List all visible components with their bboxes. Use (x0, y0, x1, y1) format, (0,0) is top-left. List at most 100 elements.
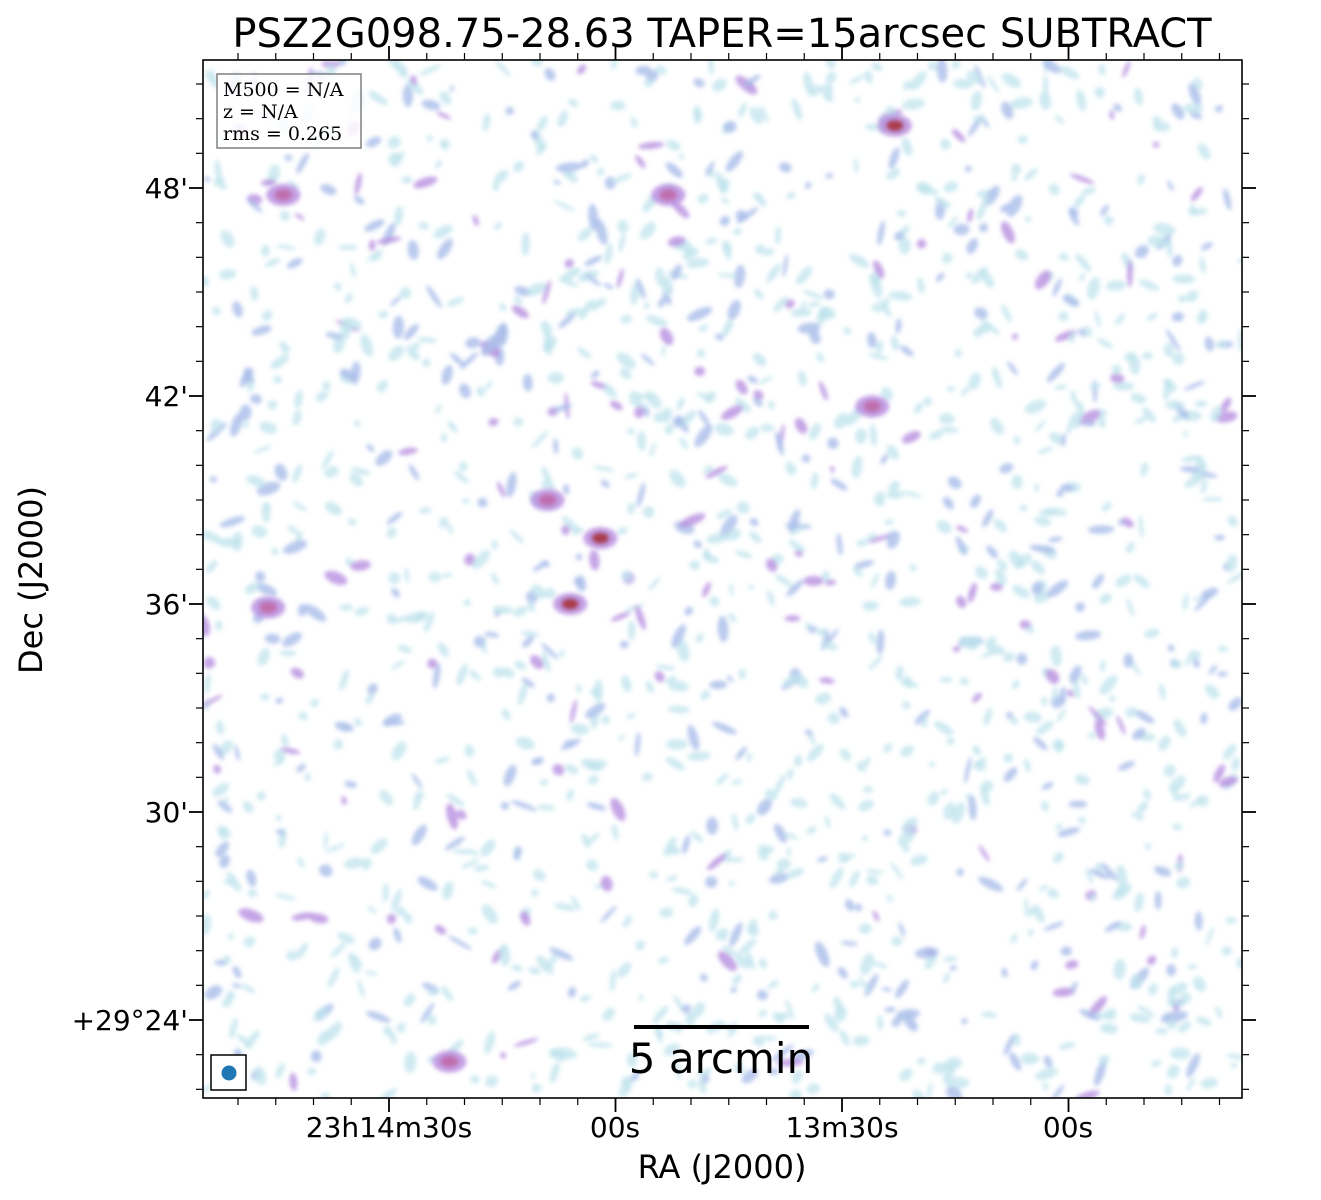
noise-blob (521, 635, 535, 648)
noise-blob (456, 809, 467, 820)
noise-blob (396, 1022, 406, 1033)
noise-blob (883, 743, 893, 753)
noise-blob (694, 424, 713, 448)
noise-blob (817, 627, 827, 637)
noise-blob (1066, 412, 1076, 435)
noise-blob (798, 370, 807, 387)
noise-blob (703, 465, 714, 474)
noise-blob (325, 843, 346, 853)
noise-blob (923, 396, 932, 406)
noise-blob (684, 606, 694, 616)
noise-blob (794, 754, 803, 767)
noise-blob (1027, 928, 1034, 937)
noise-blob (820, 307, 836, 320)
noise-blob (1221, 946, 1232, 956)
noise-blob (1116, 715, 1126, 735)
noise-blob (886, 444, 899, 460)
noise-blob (560, 738, 581, 750)
noise-blob (543, 963, 554, 969)
noise-blob (916, 239, 927, 249)
noise-blob (242, 420, 250, 428)
noise-blob (1051, 1084, 1065, 1098)
noise-blob (392, 315, 405, 339)
noise-blob (376, 236, 402, 244)
noise-blob (275, 893, 296, 901)
noise-blob (513, 417, 524, 427)
noise-blob (1136, 1004, 1156, 1017)
noise-blob (1052, 685, 1058, 702)
noise-blob (872, 910, 880, 922)
noise-blob (349, 262, 357, 279)
noise-blob (967, 582, 977, 603)
noise-blob (251, 325, 272, 336)
noise-blob (370, 252, 383, 262)
noise-blob (294, 213, 305, 221)
noise-blob (472, 214, 479, 227)
noise-blob (645, 315, 668, 327)
noise-blob (1196, 794, 1209, 807)
noise-blob (554, 903, 576, 912)
noise-blob (514, 660, 527, 670)
noise-blob (1011, 333, 1018, 340)
noise-blob (1006, 711, 1014, 719)
noise-blob (476, 386, 485, 397)
noise-blob (349, 473, 364, 487)
noise-blob (702, 582, 711, 598)
noise-blob (706, 853, 727, 871)
noise-blob (297, 603, 307, 617)
noise-blob (643, 302, 650, 309)
noise-blob (1204, 336, 1215, 352)
noise-blob (1003, 1034, 1015, 1056)
noise-blob (281, 734, 289, 747)
noise-blob (1094, 86, 1106, 98)
noise-blob (442, 881, 454, 900)
noise-blob (590, 370, 600, 379)
noise-blob (212, 743, 224, 760)
chart-title: PSZ2G098.75-28.63 TAPER=15arcsec SUBTRAC… (232, 11, 1212, 57)
noise-blob (426, 285, 442, 308)
noise-blob (902, 490, 923, 498)
noise-blob (1059, 65, 1080, 80)
noise-blob (446, 803, 459, 830)
noise-blob (339, 604, 354, 611)
noise-blob (219, 739, 233, 756)
noise-blob (679, 437, 689, 449)
noise-blob (509, 529, 524, 544)
x-tick-label: 13m30s (785, 1111, 898, 1144)
noise-blob (310, 1050, 322, 1063)
noise-blob (1048, 536, 1063, 543)
noise-blob (251, 525, 268, 538)
noise-blob (434, 160, 443, 169)
noise-blob (743, 74, 761, 87)
noise-blob (1134, 892, 1144, 912)
noise-blob (804, 622, 813, 630)
noise-blob (1066, 689, 1075, 698)
noise-blob (1041, 781, 1054, 790)
noise-blob (1054, 739, 1065, 749)
noise-blob (1003, 767, 1018, 782)
noise-blob (844, 899, 855, 912)
noise-blob (1194, 911, 1203, 931)
noise-blob (723, 121, 737, 133)
noise-blob (1074, 630, 1102, 641)
noise-blob (664, 424, 674, 435)
noise-blob (616, 962, 632, 978)
noise-blob (347, 518, 357, 526)
noise-blob (238, 908, 264, 923)
noise-blob (697, 1078, 707, 1094)
noise-blob (901, 137, 913, 157)
noise-blob (290, 667, 305, 679)
noise-blob (332, 334, 345, 354)
noise-blob (459, 383, 471, 399)
noise-blob (399, 287, 412, 299)
noise-blob (320, 1092, 330, 1098)
noise-field (203, 60, 1242, 1098)
noise-blob (513, 296, 523, 305)
noise-blob (481, 334, 499, 357)
noise-blob (1041, 800, 1049, 812)
noise-blob (246, 375, 254, 383)
noise-blob (513, 606, 528, 617)
noise-blob (229, 1017, 238, 1040)
noise-blob (573, 575, 585, 586)
noise-blob (270, 354, 290, 370)
